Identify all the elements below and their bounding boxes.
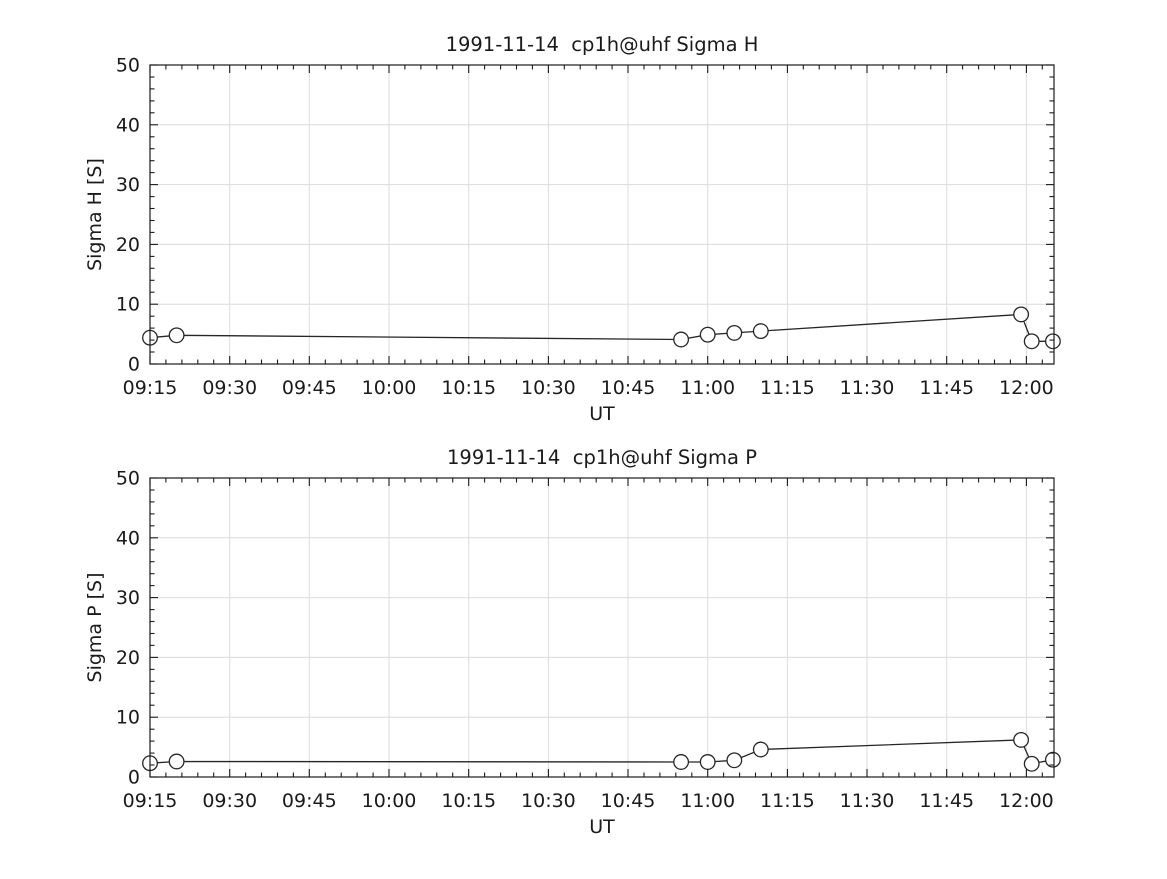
- x-tick-label: 12:00: [999, 790, 1054, 812]
- sigma-h-yaxis-label: Sigma H [S]: [84, 158, 106, 271]
- sigma-h-plot-area: 09:15 09:30 09:45 10:00 10:15 10:30 10:45 11:00…: [116, 55, 1061, 399]
- x-tick-label: 11:30: [840, 377, 895, 399]
- axes-border: [149, 477, 1055, 778]
- y-tick-label: 20: [116, 234, 140, 256]
- y-tick-label: 30: [116, 587, 140, 609]
- data-point-marker: [752, 323, 769, 340]
- x-tick-label: 11:30: [840, 790, 895, 812]
- data-point-marker: [673, 331, 690, 348]
- axes-border: [149, 64, 1055, 365]
- x-tick-label: 09:45: [282, 377, 337, 399]
- data-point-marker: [1023, 755, 1040, 772]
- data-line: [149, 313, 1053, 342]
- x-tick-label: 10:00: [362, 790, 417, 812]
- x-tick-label: 10:45: [601, 790, 656, 812]
- sigma-h-xaxis-label: UT: [589, 403, 615, 425]
- y-tick-label: 0: [128, 767, 140, 789]
- sigma-p-xaxis-label: UT: [589, 816, 615, 838]
- x-tick-label: 09:30: [202, 790, 257, 812]
- y-tick-label: 10: [116, 294, 140, 316]
- data-point-marker: [699, 326, 716, 343]
- x-tick-label: 11:15: [760, 377, 815, 399]
- sigma-p-yaxis-label: Sigma P [S]: [84, 573, 106, 683]
- x-tick-label: 11:45: [919, 377, 974, 399]
- data-line: [149, 739, 1054, 765]
- y-tick-label: 0: [128, 354, 140, 376]
- x-tick-label: 10:15: [441, 377, 496, 399]
- y-tick-label: 40: [116, 114, 140, 136]
- x-tick-label: 11:00: [680, 790, 735, 812]
- y-tick-label: 20: [116, 647, 140, 669]
- y-tick-label: 10: [116, 707, 140, 729]
- x-tick-label: 09:15: [123, 377, 178, 399]
- data-point-marker: [1023, 333, 1040, 350]
- sigma-h-title: 1991-11-14 cp1h@uhf Sigma H: [446, 33, 759, 56]
- x-tick-label: 11:15: [760, 790, 815, 812]
- x-tick-label: 09:30: [202, 377, 257, 399]
- sigma-p-plot-area: 09:15 09:30 09:45 10:00 10:15 10:30 10:45 11:00…: [116, 468, 1061, 812]
- data-point-marker: [1013, 306, 1030, 323]
- x-tick-label: 10:30: [521, 377, 576, 399]
- x-tick-label: 10:30: [521, 790, 576, 812]
- data-point-marker: [726, 752, 743, 769]
- x-tick-label: 09:15: [123, 790, 178, 812]
- data-point-marker: [699, 754, 716, 770]
- sigma-p-title: 1991-11-14 cp1h@uhf Sigma P: [447, 446, 757, 469]
- y-tick-label: 40: [116, 527, 140, 549]
- data-point-marker: [752, 741, 769, 758]
- x-tick-label: 09:45: [282, 790, 337, 812]
- x-tick-label: 10:15: [441, 790, 496, 812]
- data-point-marker: [726, 324, 743, 341]
- data-point-marker: [673, 754, 690, 770]
- sigma-h-subplot: 09:15 09:30 09:45 10:00 10:15 10:30 10:45 11:00…: [84, 33, 1061, 425]
- sigma-p-subplot: 09:15 09:30 09:45 10:00 10:15 10:30 10:45 11:00…: [84, 446, 1061, 838]
- x-tick-label: 11:45: [919, 790, 974, 812]
- x-tick-label: 10:45: [601, 377, 656, 399]
- data-point-marker: [168, 327, 185, 344]
- y-tick-label: 30: [116, 174, 140, 196]
- data-point-marker: [168, 753, 185, 770]
- x-tick-label: 11:00: [680, 377, 735, 399]
- y-tick-label: 50: [116, 55, 140, 77]
- data-point-marker: [1013, 731, 1030, 748]
- x-tick-label: 10:00: [362, 377, 417, 399]
- data-point-marker: [1044, 333, 1061, 350]
- y-tick-label: 50: [116, 468, 140, 490]
- x-tick-label: 12:00: [999, 377, 1054, 399]
- data-point-marker: [1044, 751, 1061, 768]
